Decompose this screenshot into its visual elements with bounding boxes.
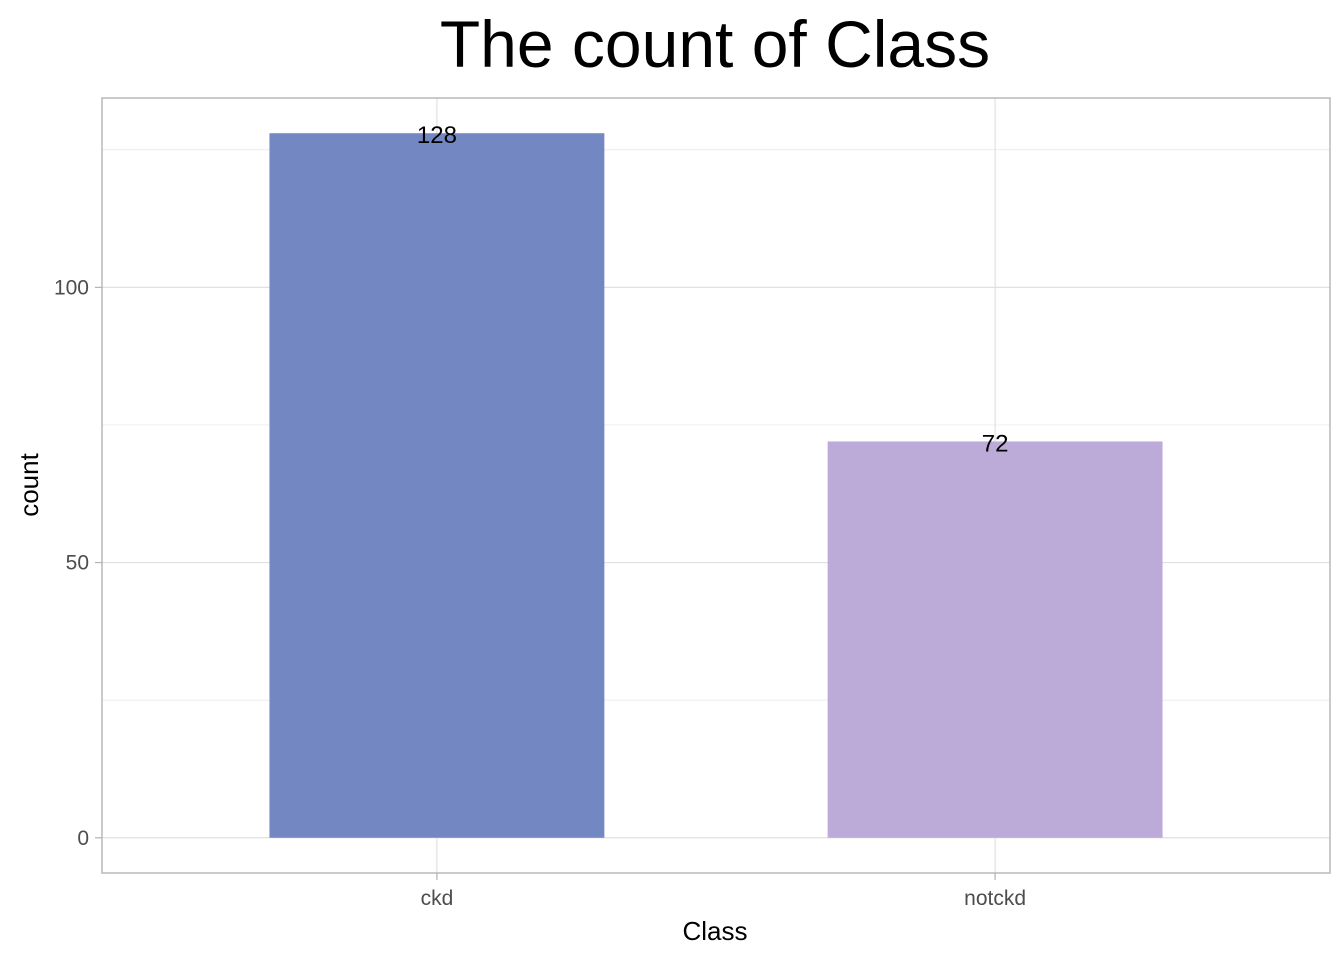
chart-title: The count of Class [440, 7, 990, 81]
y-axis-title: count [14, 452, 44, 516]
plot-panel-border [101, 97, 1331, 874]
data-labels: 128 72 [417, 122, 1009, 457]
data-label-notckd: 72 [982, 430, 1009, 457]
y-tick-label: 0 [77, 827, 89, 850]
data-label-ckd: 128 [417, 122, 457, 149]
bars [269, 133, 1163, 838]
y-tick-label: 50 [66, 552, 89, 575]
axis-ticks: 0 50 100 ckd notckd [54, 276, 1026, 910]
x-axis-title: Class [682, 916, 747, 946]
bar-notckd [827, 441, 1163, 838]
x-tick-label: ckd [421, 887, 454, 910]
bar-ckd [269, 133, 605, 838]
y-tick-label: 100 [54, 276, 89, 299]
x-tick-label: notckd [964, 887, 1026, 910]
